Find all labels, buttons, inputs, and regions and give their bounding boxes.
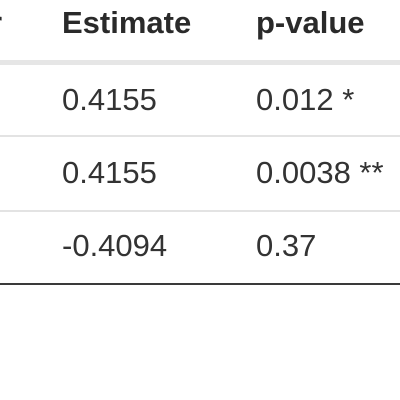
header-divider — [0, 60, 400, 65]
p-value-cell: 0.012 * — [256, 82, 355, 117]
row-divider — [0, 135, 400, 137]
row-divider — [0, 210, 400, 212]
p-value-cell: 0.37 — [256, 228, 317, 263]
p-value-cell: 0.0038 ** — [256, 155, 384, 190]
column-header-estimate: Estimate — [62, 5, 192, 40]
column-header-p-value: p-value — [256, 5, 365, 40]
estimate-cell: 0.4155 — [62, 82, 157, 117]
column-header-partial: r — [0, 7, 2, 38]
estimate-cell: -0.4094 — [62, 228, 168, 263]
estimate-cell: 0.4155 — [62, 155, 157, 190]
table-bottom-rule — [0, 283, 400, 285]
